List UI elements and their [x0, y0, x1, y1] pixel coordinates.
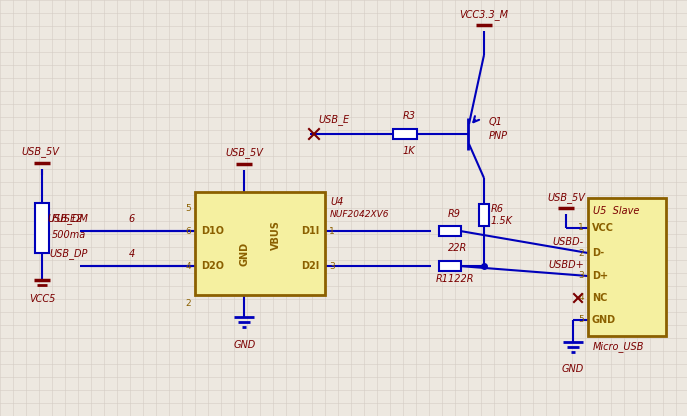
Bar: [195, 192, 325, 295]
Text: U4: U4: [330, 197, 344, 207]
Text: USB_DP: USB_DP: [49, 248, 88, 259]
Text: 4: 4: [578, 294, 584, 302]
Text: 22R: 22R: [448, 243, 467, 253]
Text: USBD-: USBD-: [553, 237, 584, 247]
Text: USB_E: USB_E: [318, 114, 349, 125]
Text: D-: D-: [592, 248, 604, 258]
Text: GND: GND: [562, 364, 584, 374]
Text: VCC5: VCC5: [29, 294, 55, 304]
Text: USB_DM: USB_DM: [47, 213, 88, 224]
Text: NC: NC: [592, 293, 607, 303]
Bar: [439, 226, 461, 236]
Text: R9: R9: [448, 209, 461, 219]
Text: VBUS: VBUS: [271, 220, 280, 250]
Bar: [439, 261, 461, 271]
Text: FUSE2: FUSE2: [52, 215, 83, 225]
Text: 4: 4: [128, 249, 135, 259]
Text: 5: 5: [578, 315, 584, 324]
Text: 500ma: 500ma: [52, 230, 87, 240]
Text: Micro_USB: Micro_USB: [593, 341, 644, 352]
Text: Q1: Q1: [489, 117, 503, 127]
Text: 2: 2: [185, 299, 191, 307]
Text: USB_5V: USB_5V: [21, 146, 59, 157]
Bar: [588, 198, 666, 336]
Text: 1K: 1K: [403, 146, 416, 156]
Text: 4: 4: [185, 262, 191, 271]
Text: 6: 6: [128, 214, 135, 224]
Text: 1: 1: [329, 227, 335, 235]
Text: D1I: D1I: [301, 226, 319, 236]
Text: PNP: PNP: [489, 131, 508, 141]
Text: GND: GND: [592, 315, 616, 325]
Text: 1.5K: 1.5K: [491, 216, 513, 226]
Bar: [35, 203, 49, 253]
Text: USB_5V: USB_5V: [225, 147, 263, 158]
Text: 2: 2: [578, 248, 584, 258]
Text: D+: D+: [592, 271, 608, 281]
Text: GND: GND: [234, 340, 256, 350]
Text: U5  Slave: U5 Slave: [593, 206, 640, 216]
Text: 1: 1: [578, 223, 584, 233]
Text: 5: 5: [185, 204, 191, 213]
Text: NUF2042XV6: NUF2042XV6: [330, 210, 390, 219]
Text: R6: R6: [491, 204, 504, 214]
Bar: [479, 204, 489, 226]
Text: 3: 3: [329, 262, 335, 271]
Text: D2O: D2O: [201, 261, 224, 271]
Text: 3: 3: [578, 272, 584, 280]
Text: USB_5V: USB_5V: [547, 192, 585, 203]
Text: 6: 6: [185, 227, 191, 235]
Text: R1122R: R1122R: [436, 274, 475, 284]
Text: VCC3.3_M: VCC3.3_M: [460, 9, 508, 20]
Text: D1O: D1O: [201, 226, 224, 236]
Text: GND: GND: [239, 241, 249, 265]
Text: R3: R3: [403, 111, 416, 121]
Text: USBD+: USBD+: [548, 260, 584, 270]
Text: D2I: D2I: [301, 261, 319, 271]
Text: VCC: VCC: [592, 223, 614, 233]
Bar: [393, 129, 417, 139]
